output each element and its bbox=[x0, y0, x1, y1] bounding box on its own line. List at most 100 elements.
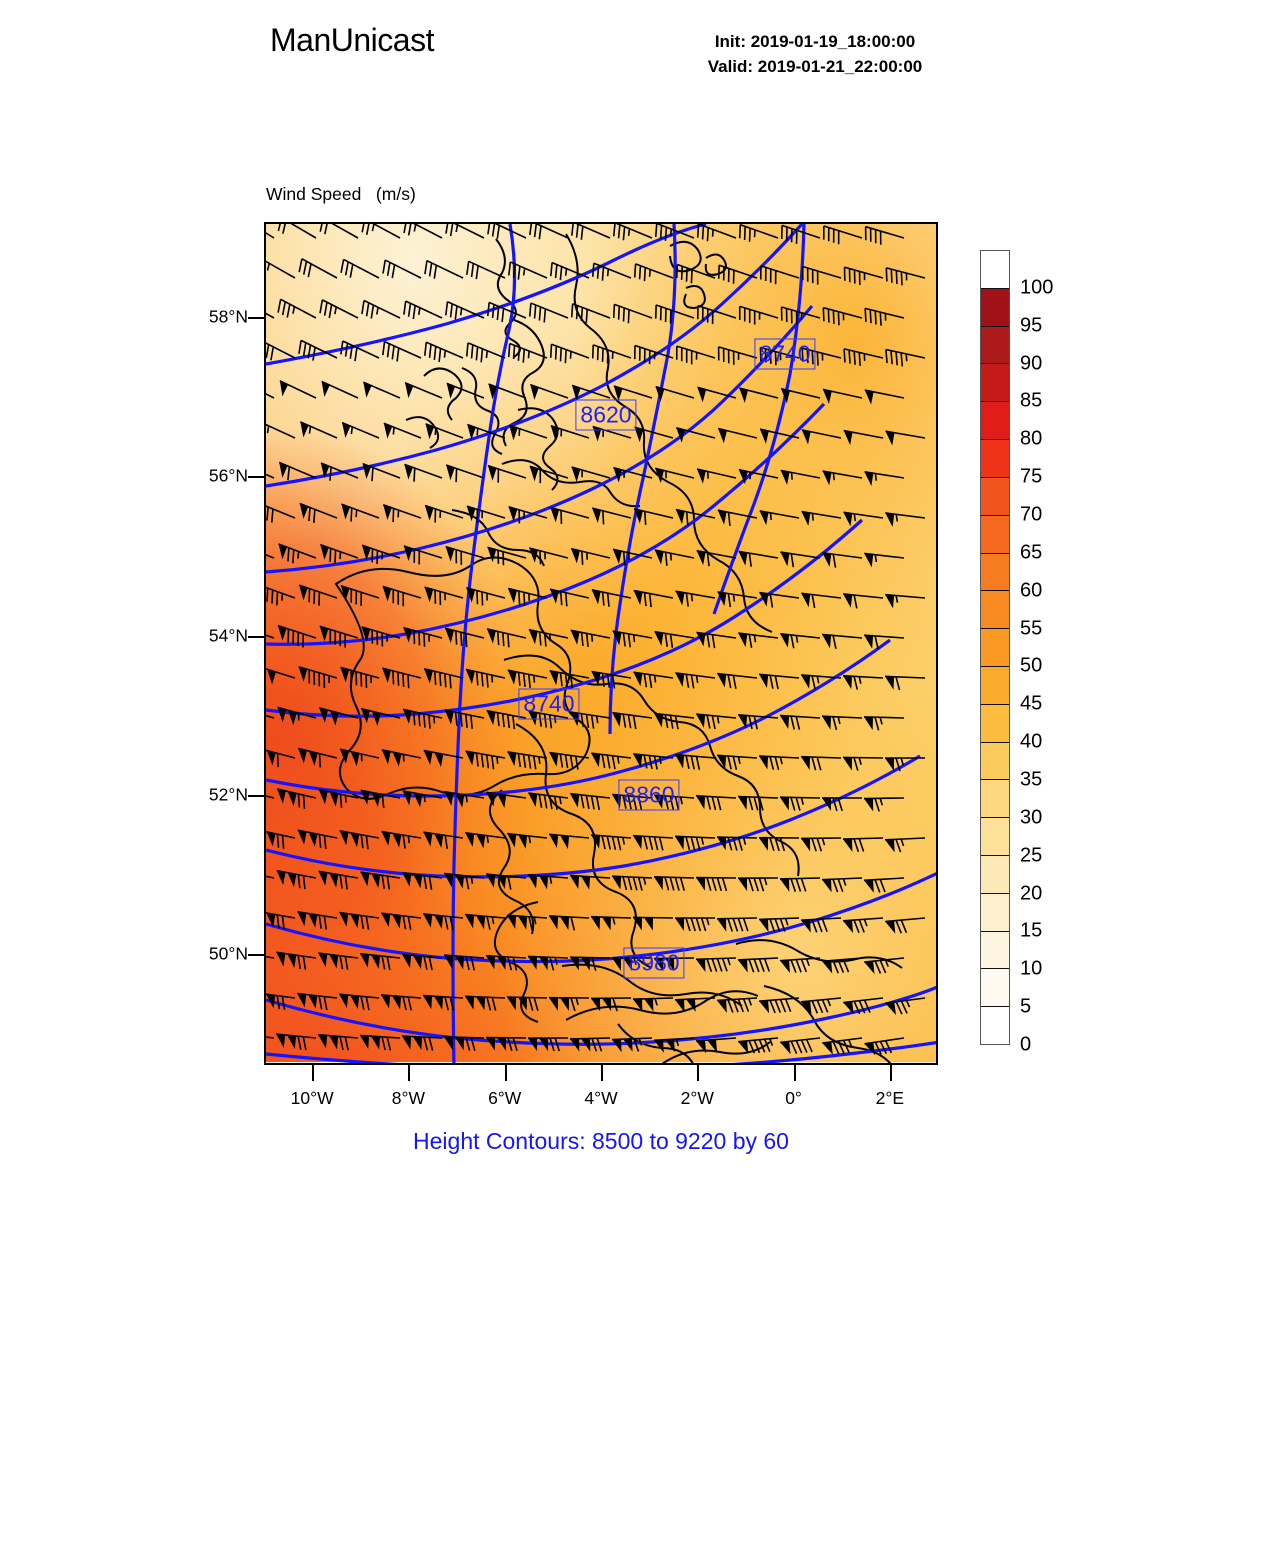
wind-barb-icon bbox=[696, 549, 737, 567]
wind-barb-icon bbox=[885, 348, 926, 367]
wind-barb-icon bbox=[591, 834, 632, 851]
wind-barb-icon bbox=[675, 590, 716, 607]
wind-barb-icon bbox=[675, 263, 716, 284]
wind-barb-icon bbox=[278, 543, 317, 564]
wind-barb-icon bbox=[266, 339, 296, 361]
wind-barb-icon bbox=[800, 755, 842, 771]
wind-barb-icon bbox=[632, 997, 674, 1012]
forecast-timestamps: Init: 2019-01-19_18:00:00 Valid: 2019-01… bbox=[660, 30, 970, 79]
wind-barb-icon bbox=[863, 716, 905, 731]
colorbar-cell bbox=[981, 553, 1009, 592]
wind-barb-icon bbox=[654, 712, 695, 730]
wind-barb-icon bbox=[466, 260, 506, 280]
init-time: Init: 2019-01-19_18:00:00 bbox=[714, 32, 916, 51]
wind-barb-icon bbox=[780, 469, 821, 485]
wind-barb-icon bbox=[466, 587, 506, 606]
wind-barb-icon bbox=[339, 830, 380, 850]
longitude-axis-labels: 10°W 8°W 6°W 4°W 2°W 0° 2°E bbox=[264, 1088, 938, 1118]
wind-barb-icon bbox=[864, 877, 905, 893]
wind-barb-icon bbox=[696, 1037, 737, 1054]
wind-barb-icon bbox=[507, 342, 548, 363]
wind-barb-icon bbox=[319, 707, 359, 726]
colorbar-tick-labels: 100 95 90 85 80 75 70 65 60 55 50 45 40 35 30 25 20 15 10 5… bbox=[1014, 250, 1074, 1055]
wind-barb-icon bbox=[527, 955, 569, 971]
colorbar-cell bbox=[981, 666, 1009, 705]
wind-barb-icon bbox=[277, 624, 317, 648]
latitude-tick bbox=[248, 953, 264, 956]
wind-barb-icon bbox=[424, 504, 464, 523]
wind-barb-icon bbox=[445, 301, 485, 320]
wind-barb-icon bbox=[266, 705, 275, 719]
wind-barb-icon bbox=[570, 874, 611, 890]
wind-barb-icon bbox=[822, 470, 863, 486]
wind-barb-icon bbox=[780, 387, 821, 404]
wind-barb-icon bbox=[571, 224, 611, 240]
wind-barb-icon bbox=[696, 304, 737, 325]
wind-barb-icon bbox=[266, 542, 275, 559]
wind-barb-icon bbox=[549, 343, 590, 364]
wind-barb-icon bbox=[864, 225, 905, 245]
wind-barb-icon bbox=[842, 837, 884, 852]
wind-barb-icon bbox=[822, 551, 863, 568]
wind-barb-icon bbox=[612, 630, 653, 648]
wind-barb-icon bbox=[654, 224, 695, 241]
wind-barb-icon bbox=[318, 788, 359, 808]
wind-barb-icon bbox=[507, 587, 548, 606]
wind-barb-icon bbox=[361, 544, 401, 565]
colorbar-cell bbox=[981, 742, 1009, 781]
wind-barb-icon bbox=[863, 797, 905, 812]
wind-barb-icon bbox=[488, 383, 527, 400]
wind-barb-icon bbox=[297, 829, 338, 850]
wind-barb-icon bbox=[550, 425, 590, 441]
wind-barb-icon bbox=[633, 671, 674, 689]
wind-barb-icon bbox=[298, 258, 338, 279]
latitude-axis-labels: 50°N 52°N 54°N 56°N 58°N bbox=[180, 222, 248, 1065]
valid-time: Valid: 2019-01-21_22:00:00 bbox=[707, 56, 923, 76]
wind-barb-icon bbox=[759, 997, 800, 1014]
wind-barb-icon bbox=[716, 917, 758, 932]
wind-barb-icon bbox=[633, 263, 674, 282]
wind-barb-icon bbox=[738, 713, 779, 730]
wind-barb-icon bbox=[885, 837, 926, 853]
wind-barb-icon bbox=[654, 794, 695, 811]
wind-barb-icon bbox=[507, 832, 548, 849]
wind-barb-icon bbox=[360, 952, 401, 971]
wind-barb-icon bbox=[864, 552, 905, 568]
wind-barb-icon bbox=[801, 592, 842, 609]
wind-barb-icon bbox=[633, 344, 674, 364]
wind-barb-icon bbox=[739, 387, 779, 403]
wind-barb-icon bbox=[717, 754, 758, 770]
colorbar-cell bbox=[981, 856, 1009, 894]
wind-barb-icon bbox=[276, 951, 317, 970]
map-plot-area[interactable]: 8740 8620 8740 8860 8980 bbox=[264, 222, 938, 1065]
wind-barb-icon bbox=[822, 225, 863, 245]
field-line-wind-speed: Wind Speed (m/s) bbox=[266, 184, 416, 205]
wind-barb-icon bbox=[423, 994, 464, 1011]
colorbar[interactable] bbox=[980, 250, 1010, 1045]
colorbar-cell bbox=[981, 591, 1009, 630]
colorbar-cell bbox=[981, 326, 1009, 365]
contour-value-label: 8860 bbox=[618, 779, 680, 811]
wind-barb-icon bbox=[738, 632, 779, 648]
colorbar-cell bbox=[981, 364, 1009, 403]
wind-barb-icon bbox=[444, 954, 485, 971]
wind-barb-icon bbox=[465, 342, 506, 363]
wind-barb-icon bbox=[611, 957, 653, 971]
wind-barb-icon bbox=[571, 466, 611, 482]
wind-barb-icon bbox=[843, 997, 884, 1015]
colorbar-tick-label: 90 bbox=[1020, 352, 1043, 375]
wind-barb-icon bbox=[592, 507, 632, 525]
wind-barb-icon bbox=[266, 787, 275, 799]
wind-barb-icon bbox=[675, 345, 716, 365]
wind-barb-icon bbox=[800, 837, 842, 852]
wind-barb-icon bbox=[404, 381, 443, 399]
colorbar-tick-label: 85 bbox=[1020, 389, 1043, 412]
longitude-tick-label: 8°W bbox=[391, 1088, 426, 1108]
wind-barb-icon bbox=[266, 1032, 275, 1039]
wind-barb-icon bbox=[801, 674, 842, 690]
wind-barb-icon bbox=[843, 511, 884, 527]
wind-barb-icon bbox=[843, 593, 884, 609]
wind-barb-icon bbox=[319, 299, 359, 319]
wind-barb-icon bbox=[339, 993, 380, 1011]
wind-barb-icon bbox=[298, 665, 338, 688]
